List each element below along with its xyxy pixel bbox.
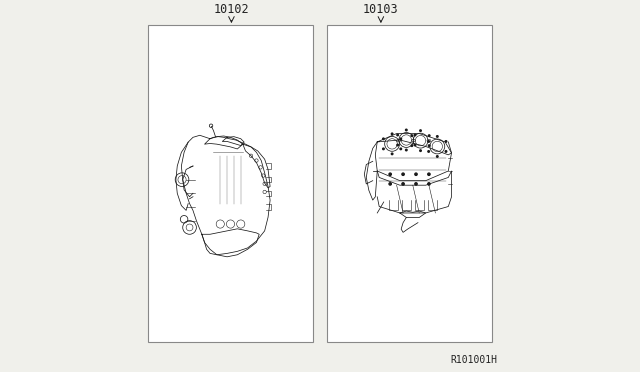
Circle shape	[411, 145, 413, 147]
Circle shape	[389, 173, 391, 175]
Circle shape	[428, 151, 429, 152]
Circle shape	[415, 173, 417, 175]
Circle shape	[420, 130, 421, 131]
Circle shape	[400, 148, 401, 150]
Text: 10102: 10102	[214, 3, 249, 16]
Circle shape	[415, 183, 417, 185]
Circle shape	[428, 145, 430, 147]
Circle shape	[397, 134, 399, 136]
Circle shape	[383, 148, 384, 150]
Circle shape	[436, 136, 438, 137]
Text: R101001H: R101001H	[450, 355, 497, 365]
Bar	[148, 25, 312, 343]
Circle shape	[406, 129, 407, 131]
Circle shape	[397, 144, 399, 146]
Circle shape	[414, 144, 416, 146]
Circle shape	[411, 135, 413, 137]
Circle shape	[402, 183, 404, 185]
Bar	[328, 25, 492, 343]
Circle shape	[391, 153, 393, 155]
Circle shape	[436, 156, 438, 157]
Circle shape	[389, 183, 391, 185]
Circle shape	[400, 138, 401, 140]
Circle shape	[402, 173, 404, 175]
Text: 10103: 10103	[363, 3, 399, 16]
Circle shape	[428, 173, 430, 175]
Circle shape	[383, 138, 384, 140]
Circle shape	[406, 149, 407, 151]
Circle shape	[391, 133, 393, 135]
Circle shape	[428, 183, 430, 185]
Circle shape	[420, 150, 421, 151]
Circle shape	[445, 151, 447, 152]
Circle shape	[428, 135, 430, 137]
Circle shape	[428, 141, 429, 142]
Circle shape	[445, 141, 447, 142]
Circle shape	[209, 124, 212, 128]
Circle shape	[414, 134, 416, 136]
